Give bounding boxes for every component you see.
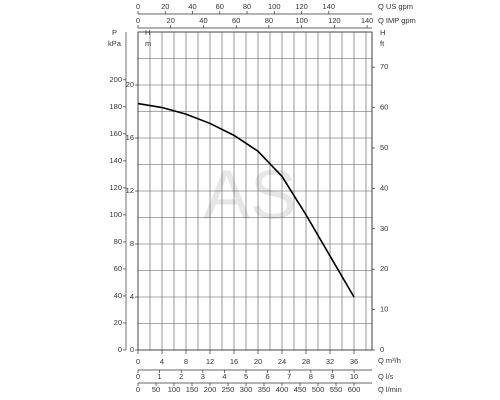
tick-label: 120 — [109, 183, 122, 192]
tick-label: 300 — [240, 385, 253, 394]
tick-label: 80 — [243, 2, 251, 11]
axis-label: Q l/s — [378, 372, 394, 381]
tick-label: 30 — [380, 224, 388, 233]
x-tick-label: 4 — [160, 357, 164, 366]
y-tick-label: 0 — [130, 345, 134, 354]
x-tick-label: 0 — [136, 357, 140, 366]
axis-label: P — [112, 28, 117, 37]
tick-label: 550 — [330, 385, 343, 394]
axis-unit: kPa — [108, 39, 122, 48]
tick-label: 0 — [136, 385, 140, 394]
tick-label: 400 — [276, 385, 289, 394]
tick-label: 0 — [136, 2, 140, 11]
tick-label: 120 — [295, 2, 308, 11]
axis-label: H — [380, 28, 385, 37]
tick-label: 40 — [199, 16, 207, 25]
axis-label: Q l/min — [378, 385, 402, 394]
tick-label: 120 — [328, 16, 341, 25]
tick-label: 20 — [380, 264, 388, 273]
tick-label: 60 — [216, 2, 224, 11]
tick-label: 50 — [152, 385, 160, 394]
pump-curve — [137, 102, 355, 298]
tick-label: 40 — [380, 183, 388, 192]
x-axis-label: Q m³/h — [378, 356, 401, 365]
tick-label: 500 — [312, 385, 325, 394]
tick-label: 140 — [323, 2, 336, 11]
tick-label: 5 — [244, 372, 248, 381]
tick-label: 80 — [265, 16, 273, 25]
tick-label: 450 — [294, 385, 307, 394]
tick-label: 140 — [361, 16, 374, 25]
axis-label: Q IMP gpm — [378, 16, 416, 25]
axis-label: Q US gpm — [378, 2, 413, 11]
tick-label: 140 — [109, 156, 122, 165]
tick-label: 1 — [158, 372, 162, 381]
tick-label: 6 — [266, 372, 270, 381]
tick-label: 250 — [222, 385, 235, 394]
tick-label: 160 — [109, 129, 122, 138]
x-tick-label: 16 — [230, 357, 238, 366]
y-tick-label: 12 — [126, 186, 134, 195]
tick-label: 9 — [330, 372, 334, 381]
tick-label: 10 — [380, 305, 388, 314]
tick-label: 50 — [380, 143, 388, 152]
tick-label: 180 — [109, 102, 122, 111]
tick-label: 200 — [109, 75, 122, 84]
tick-label: 150 — [186, 385, 199, 394]
tick-label: 0 — [380, 345, 384, 354]
tick-label: 40 — [188, 2, 196, 11]
y-tick-label: 16 — [126, 133, 134, 142]
x-tick-label: 24 — [278, 357, 286, 366]
tick-label: 7 — [287, 372, 291, 381]
tick-label: 20 — [167, 16, 175, 25]
tick-label: 3 — [201, 372, 205, 381]
x-tick-label: 8 — [184, 357, 188, 366]
tick-label: 60 — [114, 264, 122, 273]
x-tick-label: 20 — [254, 357, 262, 366]
x-tick-label: 28 — [302, 357, 310, 366]
tick-label: 70 — [380, 62, 388, 71]
y-tick-label: 8 — [130, 239, 134, 248]
tick-label: 4 — [222, 372, 226, 381]
x-tick-label: 12 — [206, 357, 214, 366]
tick-label: 2 — [179, 372, 183, 381]
tick-label: 350 — [258, 385, 271, 394]
tick-label: 20 — [114, 318, 122, 327]
tick-label: 20 — [161, 2, 169, 11]
y-tick-label: 4 — [130, 292, 134, 301]
tick-label: 100 — [295, 16, 308, 25]
y-axis-unit: m — [145, 39, 151, 48]
tick-label: 0 — [118, 345, 122, 354]
x-tick-label: 36 — [350, 357, 358, 366]
tick-label: 40 — [114, 291, 122, 300]
tick-label: 60 — [380, 103, 388, 112]
tick-label: 8 — [309, 372, 313, 381]
tick-label: 0 — [136, 372, 140, 381]
y-tick-label: 20 — [126, 80, 134, 89]
tick-label: 10 — [350, 372, 358, 381]
tick-label: 200 — [204, 385, 217, 394]
x-tick-label: 32 — [326, 357, 334, 366]
tick-label: 80 — [114, 237, 122, 246]
y-axis-label: H — [145, 28, 150, 37]
watermark: AS — [203, 155, 296, 233]
tick-label: 100 — [268, 2, 281, 11]
tick-label: 60 — [232, 16, 240, 25]
tick-label: 100 — [168, 385, 181, 394]
tick-label: 600 — [348, 385, 361, 394]
tick-label: 100 — [109, 210, 122, 219]
axis-unit: ft — [380, 39, 385, 48]
tick-label: 0 — [136, 16, 140, 25]
